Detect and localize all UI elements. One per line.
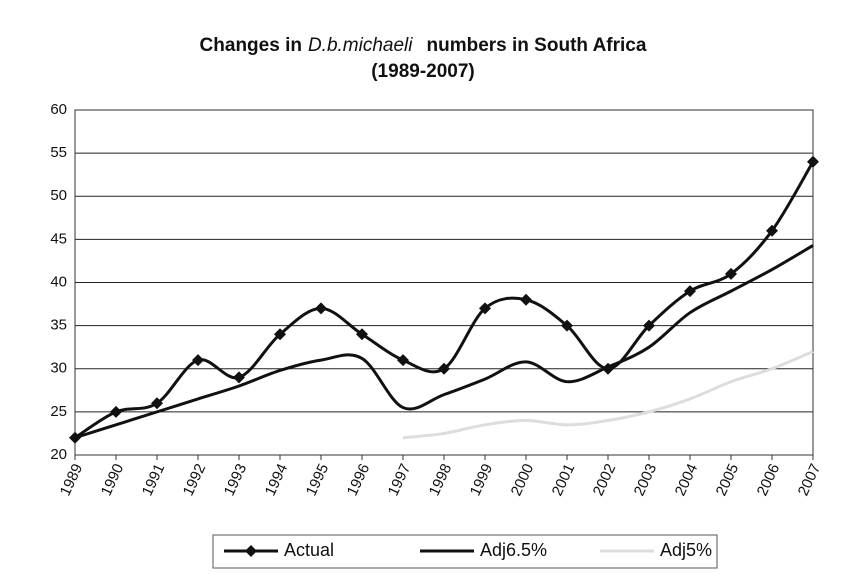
y-tick-label: 60 — [50, 101, 67, 118]
x-tick-label: 1989 — [57, 461, 87, 498]
marker — [69, 431, 81, 444]
x-tick-label: 1995 — [303, 461, 333, 498]
chart-title: Changes in D.b.michaeli numbers in South A… — [200, 35, 647, 56]
x-tick-label: 2007 — [795, 461, 825, 498]
x-tick-label: 2005 — [713, 461, 743, 498]
y-tick-label: 55 — [50, 144, 67, 161]
marker — [520, 293, 532, 306]
x-tick-label: 1994 — [262, 461, 292, 498]
x-tick-label: 2003 — [631, 461, 661, 498]
marker — [643, 319, 655, 332]
marker — [397, 354, 409, 367]
marker — [725, 267, 737, 280]
legend-text: Adj5% — [660, 540, 712, 560]
marker — [684, 285, 696, 298]
x-tick-label: 1992 — [180, 461, 210, 498]
y-tick-label: 45 — [50, 230, 67, 247]
y-tick-label: 40 — [50, 273, 67, 290]
x-tick-label: 1998 — [426, 461, 456, 498]
marker — [110, 405, 122, 418]
x-tick-label: 1999 — [467, 461, 497, 498]
legend-text: Actual — [284, 540, 334, 560]
marker — [315, 302, 327, 315]
marker — [151, 397, 163, 410]
y-tick-label: 50 — [50, 187, 67, 204]
series-line — [74, 244, 814, 440]
x-tick-label: 1991 — [139, 461, 169, 498]
marker — [561, 319, 573, 332]
x-tick-label: 2002 — [590, 461, 620, 498]
marker — [602, 362, 614, 375]
marker — [356, 328, 368, 341]
title-part: numbers in South Africa — [427, 35, 647, 56]
marker — [438, 362, 450, 375]
title-part: D.b.michaeli — [308, 35, 413, 56]
marker — [233, 371, 245, 384]
x-tick-label: 2006 — [754, 461, 784, 498]
x-tick-label: 2000 — [508, 461, 538, 498]
y-tick-label: 20 — [50, 446, 67, 463]
x-tick-label: 1993 — [221, 461, 251, 498]
x-tick-label: 1996 — [344, 461, 374, 498]
marker — [766, 224, 778, 237]
marker — [807, 155, 819, 168]
legend-marker — [245, 545, 257, 557]
chart-subtitle: (1989-2007) — [371, 61, 475, 82]
title-part: Changes in — [200, 35, 302, 56]
series-line — [402, 350, 814, 440]
x-tick-label: 1997 — [385, 461, 415, 498]
series-line — [74, 160, 815, 440]
marker — [479, 302, 491, 315]
y-tick-label: 35 — [50, 317, 67, 334]
x-tick-label: 1990 — [98, 461, 128, 498]
y-tick-label: 25 — [50, 403, 67, 420]
y-tick-label: 30 — [50, 360, 67, 377]
marker — [274, 328, 286, 341]
marker — [192, 354, 204, 367]
x-tick-label: 2001 — [549, 461, 579, 498]
legend-text: Adj6.5% — [480, 540, 547, 560]
x-tick-label: 2004 — [672, 461, 702, 498]
